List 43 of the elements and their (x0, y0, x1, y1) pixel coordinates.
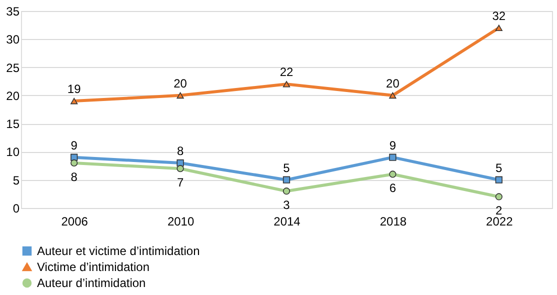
x-tick-label: 2018 (380, 214, 407, 228)
x-tick-label: 2006 (61, 214, 88, 228)
legend-label: Auteur et victime d’intimidation (37, 244, 200, 258)
y-tick-label: 30 (6, 32, 20, 47)
y-tick-label: 0 (12, 202, 20, 216)
point (495, 24, 502, 32)
y-tick-label: 5 (12, 173, 20, 188)
point (282, 81, 290, 88)
y-tick-label: 15 (6, 117, 20, 132)
data-label: 32 (492, 8, 506, 23)
data-label: 5 (496, 160, 503, 175)
data-label: 7 (176, 176, 184, 190)
data-label: 8 (176, 144, 184, 158)
data-label: 20 (386, 76, 400, 90)
point (389, 92, 396, 99)
x-tick-label: 2014 (274, 214, 301, 228)
point (70, 98, 78, 104)
data-label: 5 (283, 160, 290, 175)
data-label: 6 (389, 181, 396, 196)
x-tick-label: 2010 (167, 214, 194, 228)
point (176, 165, 184, 172)
data-label: 3 (283, 198, 290, 212)
data-label: 19 (67, 82, 82, 96)
point (176, 92, 184, 99)
point (282, 188, 290, 195)
y-tick-label: 20 (6, 88, 20, 103)
point (70, 159, 78, 167)
point (282, 176, 290, 184)
data-label: 9 (70, 138, 78, 152)
data-label: 22 (280, 65, 294, 80)
point (495, 193, 502, 200)
data-label: 8 (70, 170, 78, 184)
y-tick-label: 25 (6, 60, 20, 75)
point (495, 176, 502, 184)
point (389, 154, 396, 161)
point (176, 159, 184, 167)
data-label: 20 (174, 76, 188, 90)
y-tick-label: 10 (6, 145, 20, 160)
y-tick-label: 35 (6, 4, 20, 18)
data-label: 9 (389, 138, 396, 152)
legend-label: Victime d’intimidation (37, 260, 150, 274)
legend-label: Auteur d’intimidation (37, 276, 146, 290)
point (389, 170, 396, 178)
